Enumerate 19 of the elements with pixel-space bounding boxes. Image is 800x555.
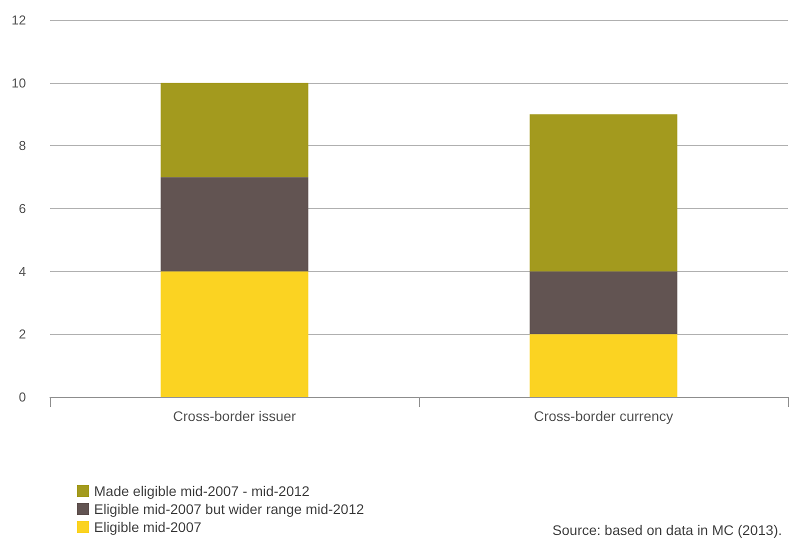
y-tick-label: 8	[18, 138, 26, 154]
x-tick-label: Cross-border currency	[534, 408, 674, 424]
y-tick-label: 10	[12, 75, 26, 90]
y-tick-label: 4	[18, 264, 26, 279]
x-tick-label: Cross-border issuer	[173, 408, 296, 424]
y-tick-label: 12	[12, 12, 26, 28]
legend-label: Eligible mid-2007 but wider range mid-2012	[94, 501, 364, 517]
legend-label: Made eligible mid-2007 - mid-2012	[94, 483, 310, 499]
y-tick-label: 6	[18, 201, 26, 216]
y-tick-label: 2	[18, 326, 26, 342]
bar	[530, 334, 678, 397]
legend-label: Eligible mid-2007	[94, 519, 202, 535]
bar	[160, 271, 308, 397]
bar	[530, 271, 678, 334]
bar	[160, 82, 308, 178]
bar	[530, 114, 678, 272]
bar	[160, 177, 308, 272]
y-tick-label: 0	[18, 390, 26, 404]
source-note: Source: based on data in MC (2013).	[552, 522, 782, 538]
